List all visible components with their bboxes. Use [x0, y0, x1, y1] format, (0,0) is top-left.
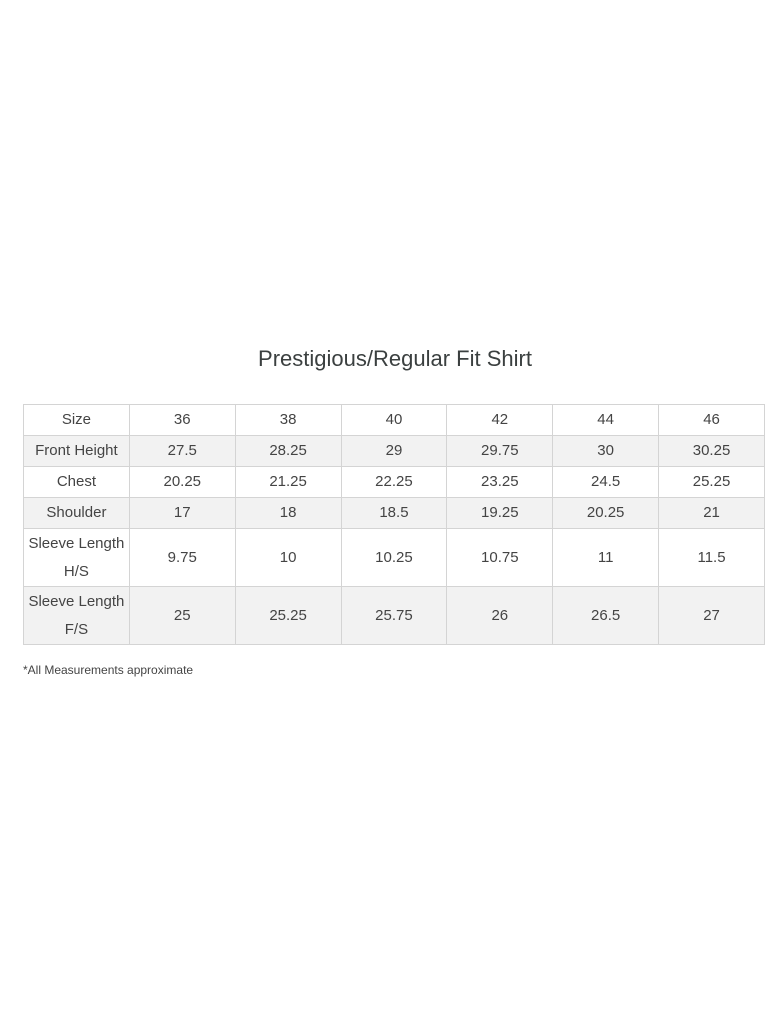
table-row: Front Height 27.5 28.25 29 29.75 30 30.25: [23, 435, 765, 467]
table-cell: 27.5: [128, 435, 236, 467]
table-cell: 25.25: [234, 586, 342, 645]
table-cell: 24.5: [552, 466, 660, 498]
table-row: Sleeve Length H/S 9.75 10 10.25 10.75 11 11.5: [23, 528, 765, 587]
row-label: Size: [23, 404, 130, 436]
table-cell: 29.75: [446, 435, 554, 467]
table-cell: 10: [234, 528, 342, 587]
row-label: Front Height: [23, 435, 130, 467]
table-cell: 26.5: [552, 586, 660, 645]
table-cell: 11: [552, 528, 660, 587]
table-cell: 11.5: [658, 528, 765, 587]
row-label: Sleeve Length F/S: [23, 586, 130, 645]
table-cell: 46: [658, 404, 765, 436]
table-row: Sleeve Length F/S 25 25.25 25.75 26 26.5 27: [23, 586, 765, 645]
table-cell: 30: [552, 435, 660, 467]
size-table: Size 36 38 40 42 44 46 Front Height 27.5 28.25 29 2…: [23, 404, 765, 645]
footnote: *All Measurements approximate: [23, 663, 194, 677]
row-label: Chest: [23, 466, 130, 498]
table-cell: 38: [234, 404, 342, 436]
table-cell: 19.25: [446, 497, 554, 529]
table-cell: 18.5: [340, 497, 448, 529]
table-cell: 20.25: [552, 497, 660, 529]
table-cell: 25.25: [658, 466, 765, 498]
chart-title: Prestigious/Regular Fit Shirt: [258, 346, 532, 371]
row-label: Sleeve Length H/S: [23, 528, 130, 587]
table-cell: 44: [552, 404, 660, 436]
table-cell: 9.75: [128, 528, 236, 587]
header-row: Size 36 38 40 42 44 46: [23, 404, 765, 436]
table-cell: 30.25: [658, 435, 765, 467]
table-cell: 18: [234, 497, 342, 529]
table-cell: 17: [128, 497, 236, 529]
table-cell: 42: [446, 404, 554, 436]
table-cell: 28.25: [234, 435, 342, 467]
table-row: Shoulder 17 18 18.5 19.25 20.25 21: [23, 497, 765, 529]
table-cell: 36: [128, 404, 236, 436]
table-cell: 29: [340, 435, 448, 467]
table-cell: 10.75: [446, 528, 554, 587]
table-cell: 40: [340, 404, 448, 436]
table-cell: 25.75: [340, 586, 448, 645]
table-cell: 25: [128, 586, 236, 645]
table-cell: 21.25: [234, 466, 342, 498]
table-cell: 21: [658, 497, 765, 529]
table-cell: 22.25: [340, 466, 448, 498]
table-cell: 26: [446, 586, 554, 645]
table-cell: 20.25: [128, 466, 236, 498]
table-cell: 10.25: [340, 528, 448, 587]
row-label: Shoulder: [23, 497, 130, 529]
table-row: Chest 20.25 21.25 22.25 23.25 24.5 25.25: [23, 466, 765, 498]
table-cell: 27: [658, 586, 765, 645]
table-cell: 23.25: [446, 466, 554, 498]
